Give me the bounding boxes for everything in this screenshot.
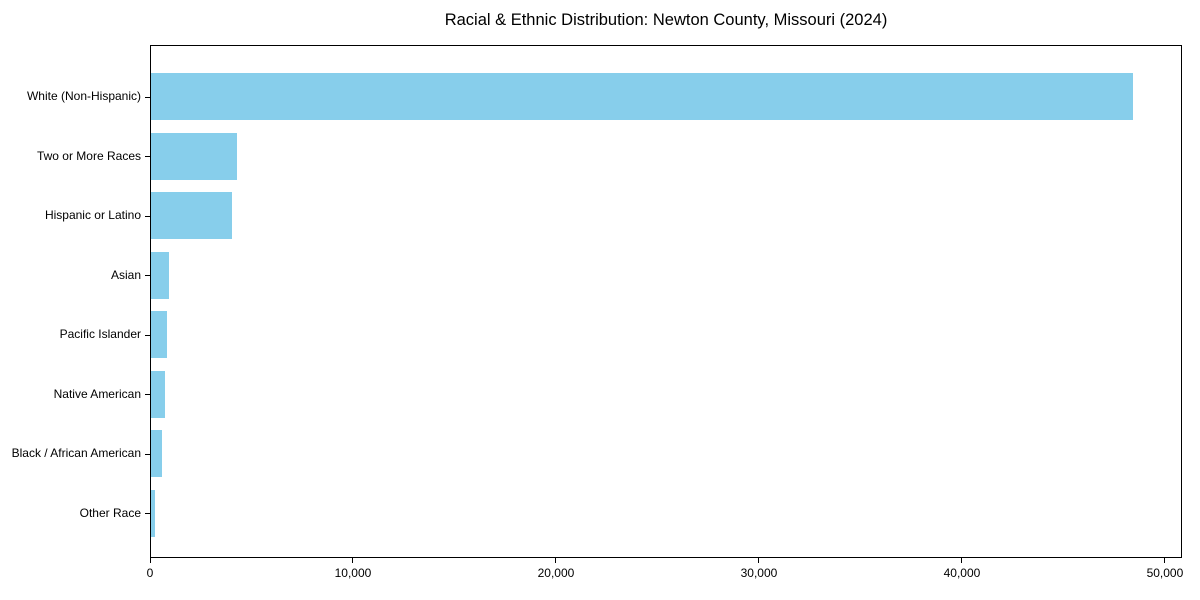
- x-tick-mark: [352, 558, 354, 563]
- bar-2: [151, 192, 232, 240]
- y-tick-label: Two or More Races: [36, 148, 141, 163]
- bar-0: [151, 73, 1133, 120]
- y-tick-mark: [145, 215, 150, 217]
- y-tick-mark: [145, 275, 150, 277]
- x-tick-label: 10,000: [334, 566, 372, 580]
- y-tick-label: Asian: [110, 267, 141, 282]
- y-tick-mark: [145, 156, 150, 158]
- x-tick-label: 20,000: [537, 566, 575, 580]
- bar-1: [151, 132, 237, 180]
- y-tick-label: Black / African American: [11, 446, 141, 461]
- y-tick-label: Hispanic or Latino: [44, 208, 141, 223]
- x-tick-label: 30,000: [740, 566, 778, 580]
- chart-title: Racial & Ethnic Distribution: Newton Cou…: [444, 11, 888, 29]
- x-tick-label: 50,000: [1146, 566, 1184, 580]
- x-tick-mark: [555, 558, 557, 563]
- bar-3: [151, 251, 169, 299]
- x-tick-mark: [149, 558, 151, 563]
- y-tick-mark: [145, 96, 150, 98]
- y-tick-mark: [145, 453, 150, 455]
- y-tick-label: Other Race: [79, 505, 141, 520]
- y-tick-label: White (Non-Hispanic): [26, 89, 141, 103]
- y-tick-label: Pacific Islander: [59, 327, 141, 342]
- bar-6: [151, 430, 162, 478]
- bar-4: [151, 311, 167, 359]
- y-tick-label: Native American: [53, 386, 141, 401]
- x-tick-label: 40,000: [943, 566, 981, 580]
- x-tick-mark: [758, 558, 760, 563]
- y-tick-mark: [145, 334, 150, 336]
- y-tick-mark: [145, 394, 150, 396]
- x-tick-mark: [1164, 558, 1166, 563]
- bar-5: [151, 370, 165, 418]
- plot-area: [150, 45, 1182, 558]
- y-tick-mark: [145, 513, 150, 515]
- x-tick-mark: [961, 558, 963, 563]
- bar-7: [151, 489, 155, 537]
- x-tick-label: 0: [146, 566, 154, 580]
